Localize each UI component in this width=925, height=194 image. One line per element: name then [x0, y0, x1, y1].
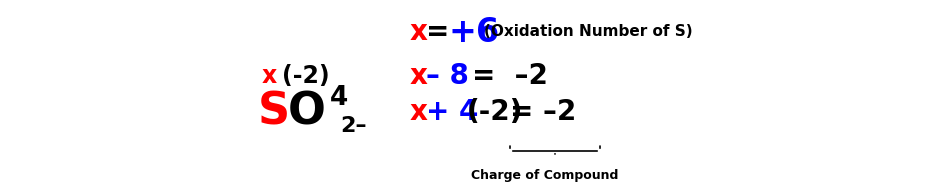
Text: (-2): (-2): [467, 98, 524, 126]
Text: =: =: [426, 18, 450, 46]
Text: S: S: [258, 90, 290, 133]
Text: Charge of Compound: Charge of Compound: [472, 170, 619, 183]
Text: x: x: [410, 18, 428, 46]
Text: =  –2: = –2: [472, 62, 548, 90]
Text: 4: 4: [330, 85, 348, 111]
Text: O: O: [288, 90, 326, 133]
Text: 2–: 2–: [340, 116, 366, 136]
Text: x: x: [410, 98, 428, 126]
Text: +6: +6: [448, 16, 500, 48]
Text: (-2): (-2): [282, 64, 329, 88]
Text: + 4: + 4: [426, 98, 478, 126]
Text: x: x: [410, 62, 428, 90]
Text: x: x: [262, 64, 278, 88]
Text: – 8: – 8: [426, 62, 469, 90]
Text: (Oxidation Number of S): (Oxidation Number of S): [484, 24, 693, 40]
Text: = –2: = –2: [510, 98, 576, 126]
